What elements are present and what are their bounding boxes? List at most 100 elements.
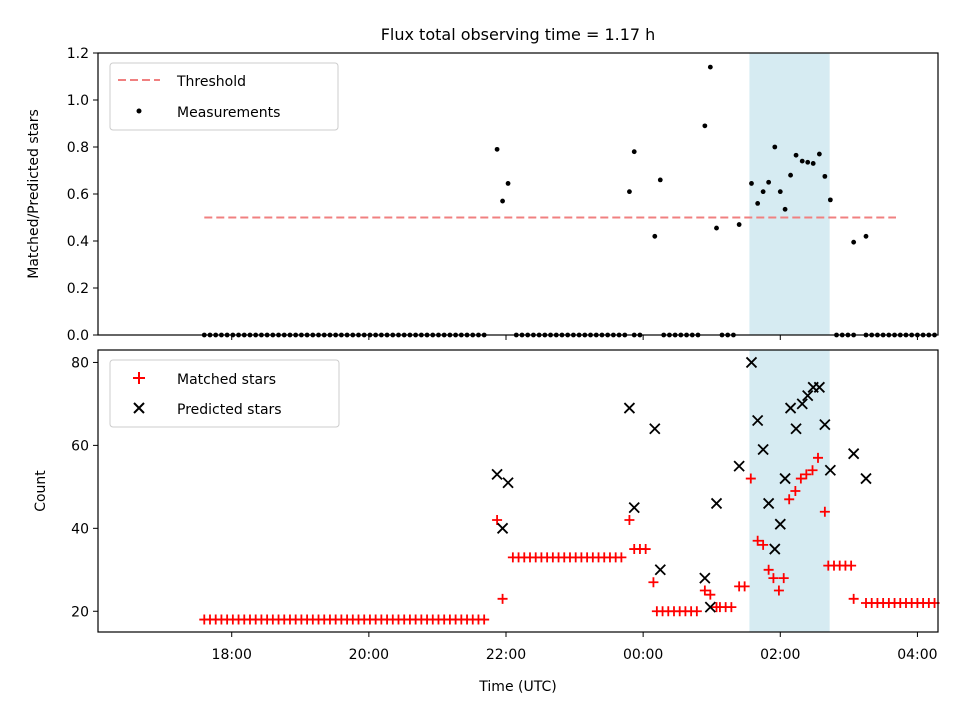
matched-star-marker xyxy=(648,577,659,588)
measurement-point xyxy=(707,64,713,70)
count-y-axis-label: Count xyxy=(33,470,49,512)
predicted-legend-swatch xyxy=(133,402,145,414)
ratio-x-ticks xyxy=(231,335,918,340)
measurement-point xyxy=(777,189,783,195)
matched-star-marker xyxy=(492,515,503,526)
predicted-star-marker xyxy=(704,601,716,613)
predicted-star-marker xyxy=(623,402,636,414)
measurement-point xyxy=(749,181,754,186)
measurement-point xyxy=(627,189,632,195)
matched-star-marker xyxy=(763,564,774,575)
matched-star-marker xyxy=(479,614,490,625)
measurement-point xyxy=(494,146,500,152)
matched-star-marker xyxy=(795,473,806,484)
x-axis-label: Time (UTC) xyxy=(478,679,556,695)
predicted-star-marker xyxy=(848,448,860,460)
measurement-point xyxy=(657,177,663,183)
measurement-point xyxy=(782,206,788,212)
matched-star-marker xyxy=(624,515,635,526)
predicted-star-marker xyxy=(779,472,791,485)
count-y-ticks: 20 40 60 80 xyxy=(71,355,98,620)
matched-star-marker xyxy=(640,544,651,555)
matched-star-marker xyxy=(778,573,789,584)
x-tick-label: 04:00 xyxy=(897,647,937,663)
predicted-star-marker xyxy=(824,464,836,476)
measurement-point xyxy=(772,144,778,150)
chart-title: Flux total observing time = 1.17 h xyxy=(381,25,656,44)
predicted-star-marker xyxy=(796,398,808,410)
y-tick-label: 1.0 xyxy=(67,93,89,109)
predicted-star-marker xyxy=(790,423,802,435)
measurement-point xyxy=(799,158,805,164)
predicted-star-marker xyxy=(752,414,764,427)
predicted-star-marker xyxy=(745,356,758,369)
predicted-star-marker xyxy=(628,501,640,514)
predicted-star-marker xyxy=(813,381,826,393)
count-legend-box xyxy=(109,359,340,428)
measurement-point xyxy=(788,172,793,178)
matched-star-marker xyxy=(813,452,823,463)
highlight-span xyxy=(749,350,830,632)
measurements-legend-label: Measurements xyxy=(177,105,280,121)
matched-star-marker xyxy=(752,535,763,546)
predicted-star-points xyxy=(491,356,872,613)
predicted-star-marker xyxy=(710,497,723,510)
y-tick-label: 60 xyxy=(71,438,89,454)
predicted-star-marker xyxy=(491,468,503,481)
matched-star-points xyxy=(199,452,940,625)
matched-star-marker xyxy=(819,506,830,517)
ratio-y-ticks: 0.0 0.2 0.4 0.6 0.8 1.0 1.2 xyxy=(67,46,98,344)
measurement-point xyxy=(816,151,822,157)
matched-star-marker xyxy=(758,539,769,550)
predicted-star-marker xyxy=(784,402,797,414)
matched-legend-label: Matched stars xyxy=(177,372,276,388)
ratio-panel: 0.0 0.2 0.4 0.6 0.8 1.0 1.2 Flux total observi… xyxy=(26,25,939,344)
measurement-point xyxy=(652,233,658,239)
matched-star-marker xyxy=(848,593,859,604)
measurement-point xyxy=(793,152,799,158)
y-tick-label: 0.8 xyxy=(67,140,89,156)
predicted-star-marker xyxy=(502,477,514,489)
matched-star-marker xyxy=(784,494,795,505)
predicted-star-marker xyxy=(699,572,711,584)
matched-star-marker xyxy=(616,552,627,563)
measurement-point xyxy=(736,222,742,227)
matched-star-marker xyxy=(705,589,716,600)
observing-span-rect xyxy=(749,350,830,632)
predicted-star-marker xyxy=(733,460,745,472)
matched-star-marker xyxy=(726,602,737,613)
measurement-point xyxy=(505,181,511,186)
matched-star-marker xyxy=(497,593,508,604)
predicted-legend-label: Predicted stars xyxy=(177,402,282,418)
predicted-star-marker xyxy=(762,497,775,510)
matched-star-marker xyxy=(846,560,857,571)
x-tick-label: 02:00 xyxy=(760,647,800,663)
predicted-star-marker xyxy=(496,522,509,534)
x-tick-label: 20:00 xyxy=(349,647,389,663)
matched-star-marker xyxy=(790,486,801,496)
matched-star-marker xyxy=(745,473,756,484)
threshold-legend-label: Threshold xyxy=(176,74,246,90)
measurement-point xyxy=(755,201,761,206)
measurement-point xyxy=(631,149,637,155)
measurement-point xyxy=(822,173,828,179)
matched-star-marker xyxy=(699,585,710,596)
matched-star-marker xyxy=(801,469,812,480)
y-tick-label: 0.2 xyxy=(67,281,89,297)
matched-star-marker xyxy=(773,585,784,596)
predicted-star-marker xyxy=(769,543,781,555)
measurement-point xyxy=(851,239,857,245)
ratio-y-axis-label: Matched/Predicted stars xyxy=(26,109,42,279)
measurement-point xyxy=(714,225,719,231)
measurement-point xyxy=(863,233,869,239)
y-tick-label: 40 xyxy=(71,521,89,537)
measurement-point xyxy=(500,198,505,204)
measurement-point xyxy=(810,161,816,166)
predicted-star-marker xyxy=(649,423,661,435)
y-tick-label: 1.2 xyxy=(67,46,89,62)
ratio-legend: Threshold Measurements xyxy=(109,62,339,131)
predicted-star-marker xyxy=(819,419,831,431)
observing-span-rect xyxy=(749,53,830,335)
x-tick-label: 22:00 xyxy=(486,647,526,663)
count-axes-frame xyxy=(97,349,939,633)
